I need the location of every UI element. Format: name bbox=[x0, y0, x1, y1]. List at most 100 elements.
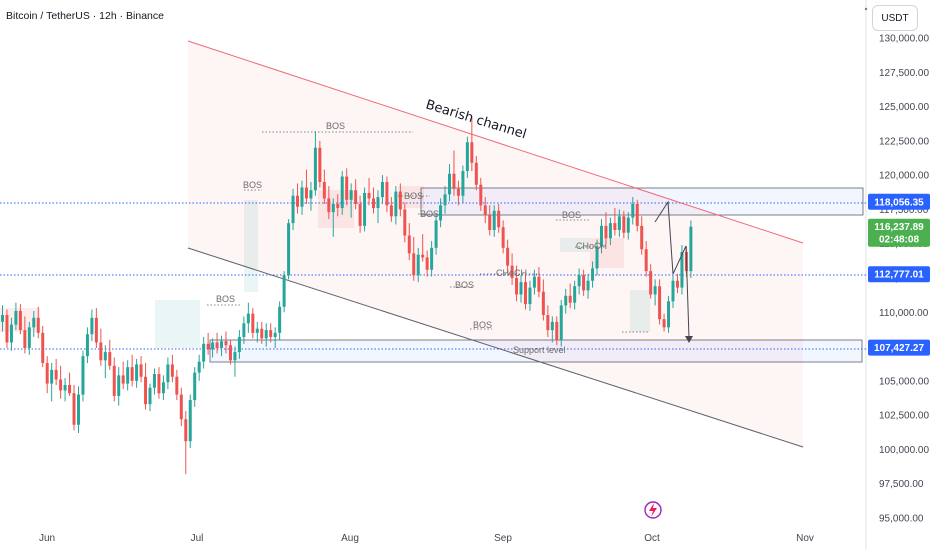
candle-body[interactable] bbox=[591, 268, 595, 281]
candle-body[interactable] bbox=[398, 191, 402, 210]
candle-body[interactable] bbox=[439, 205, 443, 221]
time-axis[interactable]: Jun Jul Aug Sep Oct Nov bbox=[39, 533, 814, 544]
candle-body[interactable] bbox=[389, 205, 393, 217]
candle-body[interactable] bbox=[515, 278, 519, 295]
candle-body[interactable] bbox=[161, 382, 165, 394]
candle-body[interactable] bbox=[559, 305, 563, 340]
candle-body[interactable] bbox=[586, 280, 590, 291]
candle-body[interactable] bbox=[667, 301, 671, 328]
candle-body[interactable] bbox=[568, 295, 572, 303]
candle-body[interactable] bbox=[331, 203, 335, 213]
candle-body[interactable] bbox=[41, 332, 45, 364]
candle-body[interactable] bbox=[278, 306, 282, 333]
candle-body[interactable] bbox=[23, 330, 27, 348]
projection-path[interactable] bbox=[654, 200, 690, 339]
candle-body[interactable] bbox=[269, 330, 273, 337]
candle-body[interactable] bbox=[689, 226, 693, 272]
candle-body[interactable] bbox=[622, 216, 626, 233]
candle-body[interactable] bbox=[456, 188, 460, 196]
candle-body[interactable] bbox=[251, 313, 255, 333]
candle-body[interactable] bbox=[448, 173, 451, 195]
candle-body[interactable] bbox=[126, 367, 130, 384]
candle-body[interactable] bbox=[255, 328, 259, 333]
candle-body[interactable] bbox=[635, 203, 639, 226]
candle-body[interactable] bbox=[166, 364, 170, 383]
candle-body[interactable] bbox=[582, 275, 586, 291]
candle-body[interactable] bbox=[510, 265, 514, 278]
candle-body[interactable] bbox=[242, 323, 246, 337]
candle-body[interactable] bbox=[68, 384, 72, 394]
candle-body[interactable] bbox=[264, 330, 268, 339]
candle-body[interactable] bbox=[649, 271, 653, 295]
candle-body[interactable] bbox=[474, 162, 478, 185]
candle-body[interactable] bbox=[206, 343, 210, 350]
candle-body[interactable] bbox=[220, 341, 224, 348]
candle-body[interactable] bbox=[675, 280, 679, 288]
candle-body[interactable] bbox=[273, 332, 277, 337]
candle-body[interactable] bbox=[537, 276, 541, 292]
candle-body[interactable] bbox=[322, 182, 326, 199]
candle-body[interactable] bbox=[63, 384, 67, 391]
candle-body[interactable] bbox=[85, 334, 89, 357]
candle-body[interactable] bbox=[318, 147, 322, 182]
candle-body[interactable] bbox=[354, 190, 358, 204]
candle-body[interactable] bbox=[327, 198, 331, 213]
candle-body[interactable] bbox=[452, 173, 456, 189]
candle-body[interactable] bbox=[425, 257, 429, 270]
candle-body[interactable] bbox=[184, 419, 188, 442]
candle-body[interactable] bbox=[197, 361, 201, 373]
lightning-icon[interactable] bbox=[644, 501, 662, 519]
currency-button[interactable]: USDT bbox=[872, 5, 918, 31]
candle-body[interactable] bbox=[152, 374, 156, 388]
candle-body[interactable] bbox=[376, 197, 380, 209]
candle-body[interactable] bbox=[358, 203, 362, 226]
candle-body[interactable] bbox=[309, 190, 313, 199]
candle-body[interactable] bbox=[555, 321, 559, 340]
candle-body[interactable] bbox=[519, 282, 523, 295]
candle-body[interactable] bbox=[237, 336, 241, 353]
candle-body[interactable] bbox=[416, 254, 420, 276]
candle-body[interactable] bbox=[470, 142, 474, 163]
candle-body[interactable] bbox=[506, 247, 510, 266]
candle-body[interactable] bbox=[94, 317, 98, 343]
candle-body[interactable] bbox=[461, 171, 465, 196]
candle-body[interactable] bbox=[340, 176, 344, 209]
candle-body[interactable] bbox=[260, 328, 264, 339]
candle-body[interactable] bbox=[148, 387, 152, 405]
candle-body[interactable] bbox=[363, 192, 367, 226]
candle-body[interactable] bbox=[81, 356, 85, 395]
candle-body[interactable] bbox=[546, 315, 550, 331]
candle-body[interactable] bbox=[640, 225, 644, 250]
candle-body[interactable] bbox=[99, 342, 103, 361]
candle-body[interactable] bbox=[380, 182, 384, 198]
candle-body[interactable] bbox=[246, 313, 250, 324]
candle-body[interactable] bbox=[188, 400, 192, 442]
candle-body[interactable] bbox=[599, 225, 603, 247]
candle-body[interactable] bbox=[564, 295, 568, 306]
candle-body[interactable] bbox=[50, 369, 54, 384]
candle-body[interactable] bbox=[443, 194, 447, 206]
candle-body[interactable] bbox=[170, 364, 174, 377]
candle-body[interactable] bbox=[304, 187, 308, 199]
candle-body[interactable] bbox=[550, 321, 554, 331]
candle-body[interactable] bbox=[157, 374, 161, 394]
candle-body[interactable] bbox=[144, 376, 148, 405]
candle-body[interactable] bbox=[202, 343, 206, 362]
candle-body[interactable] bbox=[282, 275, 286, 307]
candle-body[interactable] bbox=[492, 210, 496, 230]
candle-body[interactable] bbox=[532, 276, 536, 288]
candle-body[interactable] bbox=[644, 249, 648, 272]
candle-body[interactable] bbox=[300, 187, 304, 207]
candle-body[interactable] bbox=[135, 364, 139, 381]
candle-body[interactable] bbox=[617, 216, 621, 230]
candle-body[interactable] bbox=[139, 364, 143, 377]
candle-body[interactable] bbox=[523, 282, 527, 305]
candle-body[interactable] bbox=[488, 214, 492, 230]
candle-body[interactable] bbox=[528, 287, 532, 305]
candle-body[interactable] bbox=[671, 280, 675, 302]
candle-body[interactable] bbox=[32, 317, 36, 328]
candle-body[interactable] bbox=[349, 190, 353, 200]
candle-body[interactable] bbox=[367, 192, 371, 199]
candle-body[interactable] bbox=[465, 142, 469, 172]
